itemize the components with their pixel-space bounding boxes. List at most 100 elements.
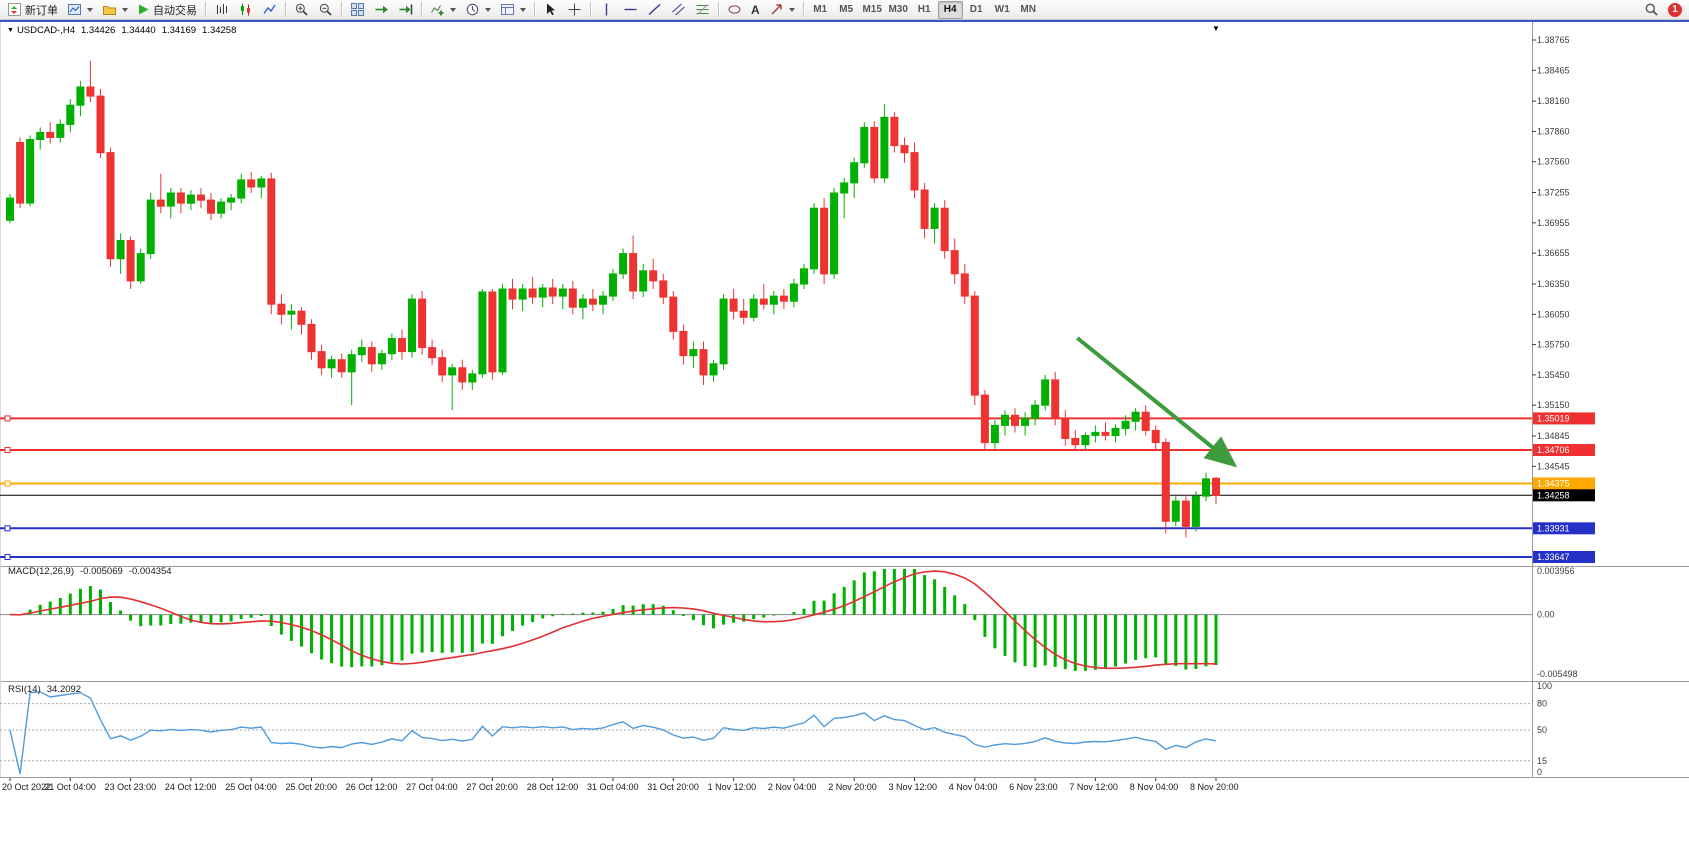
- template-icon: [501, 4, 514, 15]
- chart-canvas[interactable]: 1.38765 1.38465 1.38160 1.37860 1.37560 1.372…: [0, 20, 1689, 863]
- svg-text:1.34545: 1.34545: [1537, 461, 1570, 471]
- svg-text:1.35450: 1.35450: [1537, 370, 1570, 380]
- arrows-button[interactable]: [765, 1, 799, 19]
- zoom-out-icon: [319, 3, 332, 16]
- clock-icon: [466, 3, 479, 16]
- svg-text:27 Oct 20:00: 27 Oct 20:00: [466, 782, 518, 792]
- hline-1.34375[interactable]: 1.34375: [0, 477, 1595, 490]
- close-value: 1.34258: [202, 25, 237, 36]
- rsi-levels: [0, 703, 1532, 762]
- trendline-button[interactable]: [643, 1, 666, 19]
- periods-button[interactable]: [461, 1, 495, 19]
- crosshair-button[interactable]: [563, 1, 586, 19]
- svg-text:50: 50: [1537, 725, 1547, 735]
- bar-chart-icon: [217, 4, 227, 14]
- svg-text:8 Nov 04:00: 8 Nov 04:00: [1130, 782, 1179, 792]
- search-icon: [1645, 3, 1658, 16]
- svg-text:3 Nov 12:00: 3 Nov 12:00: [889, 782, 938, 792]
- hline-1.35019[interactable]: 1.35019: [0, 412, 1595, 425]
- chart-frame: [0, 20, 1689, 863]
- price-axis: 1.38765 1.38465 1.38160 1.37860 1.37560 1.372…: [1532, 35, 1570, 471]
- toolbar-separator: [341, 2, 342, 17]
- crosshair-icon: [568, 3, 581, 16]
- tile-windows-button[interactable]: [346, 1, 369, 19]
- svg-text:100: 100: [1537, 681, 1552, 691]
- zoom-in-button[interactable]: [290, 1, 313, 19]
- candlestick-chart-button[interactable]: [234, 1, 257, 19]
- svg-text:1.35019: 1.35019: [1537, 413, 1570, 423]
- timeframe-h1-button[interactable]: H1: [917, 4, 931, 15]
- timeframe-m1-button[interactable]: M1: [813, 4, 828, 15]
- profiles-button[interactable]: [98, 1, 132, 19]
- symbol-header: ▼ USDCAD-,H4 1.34426 1.34440 1.34169 1.34258: [7, 25, 236, 36]
- hline-1.33647[interactable]: 1.33647: [0, 551, 1595, 563]
- autotrading-label: 自动交易: [153, 4, 197, 17]
- svg-text:8 Nov 20:00: 8 Nov 20:00: [1190, 782, 1239, 792]
- svg-text:1.36350: 1.36350: [1537, 279, 1570, 289]
- svg-text:31 Oct 20:00: 31 Oct 20:00: [647, 782, 699, 792]
- candles: [6, 60, 1220, 538]
- zoom-out-button[interactable]: [314, 1, 337, 19]
- timeframe-d1-button[interactable]: D1: [969, 4, 983, 15]
- auto-scroll-icon: [375, 5, 388, 14]
- bar-chart-button[interactable]: [210, 1, 233, 19]
- new-order-button[interactable]: 新订单: [3, 1, 62, 19]
- vertical-line-button[interactable]: [595, 1, 618, 19]
- svg-text:1.36955: 1.36955: [1537, 218, 1570, 228]
- dropdown-chevron-icon: [122, 7, 128, 12]
- shapes-button[interactable]: [723, 1, 746, 19]
- svg-text:80: 80: [1537, 699, 1547, 709]
- trendline-icon: [648, 3, 661, 16]
- rsi-axis: 100 80 50 150: [1537, 681, 1552, 777]
- open-value: 1.34426: [81, 25, 116, 36]
- timeframe-mn-button[interactable]: MN: [1020, 4, 1036, 15]
- horizontal-line-icon: [624, 8, 637, 11]
- timeframe-w1-button[interactable]: W1: [994, 4, 1010, 15]
- fibonacci-icon: [696, 4, 709, 15]
- text-button[interactable]: A: [747, 1, 764, 19]
- fibonacci-button[interactable]: [691, 1, 714, 19]
- channel-button[interactable]: [667, 1, 690, 19]
- timeframe-h4-button[interactable]: H4: [937, 0, 963, 19]
- charts-button[interactable]: [63, 1, 97, 19]
- search-button[interactable]: [1640, 1, 1663, 19]
- svg-text:1.35750: 1.35750: [1537, 340, 1570, 350]
- svg-text:20 Oct 2022: 20 Oct 2022: [2, 782, 51, 792]
- chart-shift-button[interactable]: [394, 1, 417, 19]
- macd-signal-line: [9, 570, 1217, 670]
- chart-shift-icon: [399, 4, 413, 15]
- svg-text:2 Nov 04:00: 2 Nov 04:00: [768, 782, 817, 792]
- rsi-value: 34.2092: [46, 684, 82, 695]
- timeframe-m30-button[interactable]: M30: [888, 4, 908, 15]
- hline-1.33931[interactable]: 1.33931: [0, 522, 1595, 535]
- shapes-ellipse-icon: [728, 5, 741, 14]
- templates-button[interactable]: [496, 1, 530, 19]
- hline-1.34706[interactable]: 1.34706: [0, 444, 1595, 456]
- trend-arrow-annotation[interactable]: [1076, 336, 1238, 468]
- autotrading-button[interactable]: 自动交易: [133, 1, 201, 19]
- svg-text:4 Nov 04:00: 4 Nov 04:00: [949, 782, 998, 792]
- toolbar-separator: [421, 2, 422, 17]
- toolbar-separator: [718, 2, 719, 17]
- toolbar-separator: [534, 2, 535, 17]
- svg-text:0: 0: [1537, 767, 1542, 777]
- symbol-period-label: USDCAD-,H4: [16, 25, 75, 36]
- auto-scroll-button[interactable]: [370, 1, 393, 19]
- svg-text:2 Nov 20:00: 2 Nov 20:00: [828, 782, 877, 792]
- macd-main-value: -0.005069: [80, 566, 123, 577]
- svg-text:23 Oct 23:00: 23 Oct 23:00: [105, 782, 157, 792]
- indicators-button[interactable]: [426, 1, 460, 19]
- notification-badge[interactable]: 1: [1668, 2, 1682, 17]
- macd-label: MACD(12,26,9) -0.005069 -0.004354: [8, 566, 178, 577]
- timeframe-m15-button[interactable]: M15: [862, 4, 882, 15]
- horizontal-line-button[interactable]: [619, 1, 642, 19]
- main-toolbar: 新订单 自动交易: [0, 0, 1689, 20]
- svg-text:1.38160: 1.38160: [1537, 96, 1570, 106]
- cursor-button[interactable]: [539, 1, 562, 19]
- line-chart-button[interactable]: [258, 1, 281, 19]
- tile-windows-icon: [351, 3, 364, 16]
- timeframe-m5-button[interactable]: M5: [839, 4, 854, 15]
- svg-text:1.37560: 1.37560: [1537, 157, 1570, 167]
- dropdown-chevron-icon: [788, 7, 795, 12]
- cursor-arrow-icon: [547, 3, 555, 16]
